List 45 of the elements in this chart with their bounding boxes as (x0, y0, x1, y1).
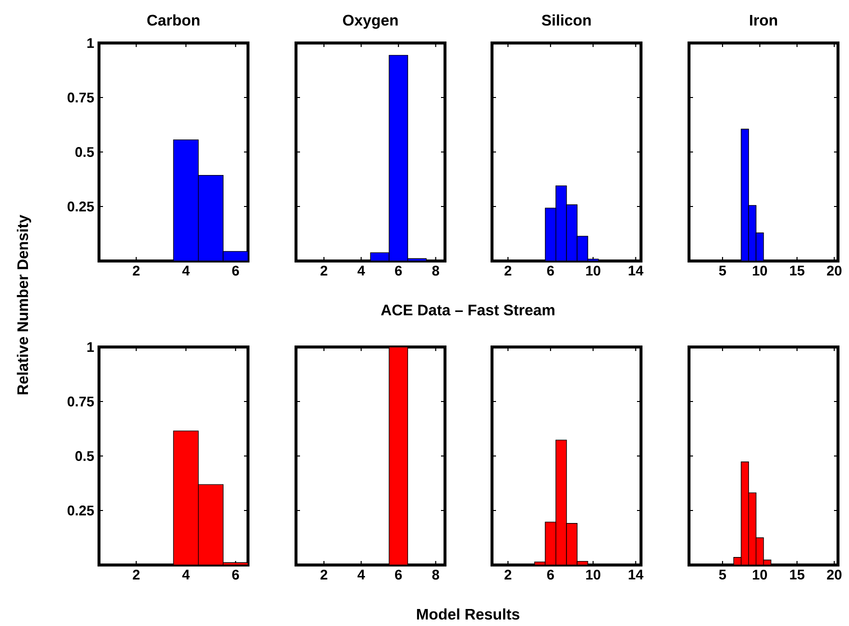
x-tick-label: 14 (628, 266, 644, 276)
y-tick-label: 0.75 (68, 92, 94, 102)
x-tick-label: 10 (752, 570, 767, 580)
x-tick-label: 4 (182, 570, 190, 580)
x-tick-label: 20 (826, 266, 842, 276)
x-tick-label: 6 (232, 266, 239, 276)
x-tick-label: 2 (320, 266, 328, 276)
y-tick-label: 0.25 (68, 202, 94, 212)
y-tick-label: 0.75 (68, 396, 94, 406)
text: Model Results (417, 608, 520, 620)
chart-title: Iron (750, 14, 778, 26)
text: ACE Data – Fast Stream (381, 304, 554, 316)
chart-title: Oxygen (343, 14, 398, 29)
x-tick-label: 2 (132, 266, 140, 276)
x-tick-label: 20 (826, 570, 842, 580)
x-tick-label: 5 (719, 570, 726, 580)
y-tick-label: 1 (87, 342, 94, 352)
x-tick-label: 2 (504, 570, 512, 580)
x-tick-label: 14 (628, 570, 644, 580)
x-tick-label: 8 (432, 570, 440, 580)
x-tick-label: 2 (320, 570, 328, 580)
x-tick-label: 10 (752, 266, 767, 276)
chart-title: Silicon (542, 14, 591, 26)
chart-title: Carbon (147, 14, 200, 26)
x-tick-label: 6 (395, 570, 402, 580)
x-tick-label: 10 (586, 266, 600, 276)
x-tick-label: 2 (504, 266, 512, 276)
y-axis-title: Relative Number Density (16, 214, 32, 394)
y-tick-label: 0.5 (75, 451, 94, 461)
x-tick-label: 4 (358, 266, 365, 276)
y-tick-label: 1 (87, 38, 94, 48)
x-tick-label: 10 (586, 570, 600, 580)
x-tick-label: 6 (547, 266, 554, 276)
x-tick-label: 2 (132, 570, 140, 580)
x-tick-label: 15 (790, 570, 804, 580)
x-tick-label: 6 (232, 570, 239, 580)
y-tick-label: 0.25 (68, 506, 94, 516)
x-tick-label: 6 (547, 570, 554, 580)
y-tick-label: 0.5 (75, 147, 94, 157)
x-tick-label: 15 (790, 266, 804, 276)
x-tick-label: 4 (358, 570, 365, 580)
x-tick-label: 8 (432, 266, 440, 276)
x-tick-label: 5 (719, 266, 726, 276)
x-tick-label: 4 (182, 266, 190, 276)
x-tick-label: 6 (395, 266, 402, 276)
